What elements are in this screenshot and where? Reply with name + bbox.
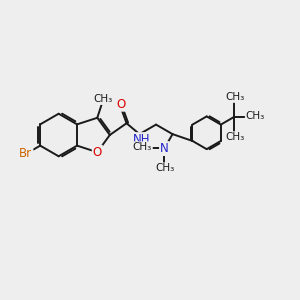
Text: O: O — [93, 146, 102, 159]
Text: CH₃: CH₃ — [226, 132, 245, 142]
Text: CH₃: CH₃ — [156, 164, 175, 173]
Text: CH₃: CH₃ — [226, 92, 245, 102]
Text: CH₃: CH₃ — [133, 142, 152, 152]
Text: CH₃: CH₃ — [94, 94, 113, 104]
Text: O: O — [117, 98, 126, 111]
Text: Br: Br — [19, 148, 32, 160]
Text: N: N — [160, 142, 169, 155]
Text: CH₃: CH₃ — [246, 111, 265, 121]
Text: NH: NH — [133, 133, 150, 146]
